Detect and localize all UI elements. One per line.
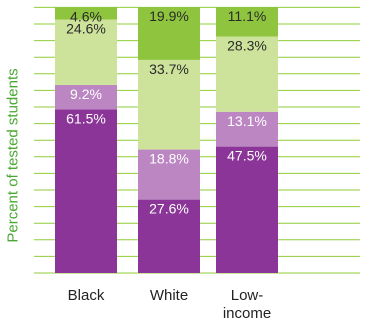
data-label: 11.1% [228,8,267,24]
category-label: Low- income [222,287,272,322]
data-label: 61.5% [66,110,106,126]
bar-segment [216,7,278,37]
y-axis-label: Percent of tested students [4,67,22,243]
data-label: 27.6% [149,201,189,217]
data-label: 19.9% [149,8,189,24]
bar-segment [55,19,117,85]
bar-segment [216,111,278,147]
bar-segment [138,149,200,200]
data-label: 13.1% [227,113,267,129]
data-labels: 61.5% 9.2% 24.6%4.6% 27.6% 18.8% 33.7% 19.9% 47… [66,8,267,217]
bar-segment [55,84,117,110]
bar-segment [55,109,117,274]
bar-segment [138,199,200,273]
category-label: Black [67,287,105,304]
bar-segment [138,7,200,60]
bars [55,7,278,274]
data-label: 24.6% [66,21,106,37]
data-label: 47.5% [227,148,267,164]
bar-segment [138,59,200,150]
bar-segment [216,36,278,112]
data-label: 28.3% [227,38,267,54]
bar-segment [216,146,278,273]
data-label: 33.7% [149,61,189,77]
data-label: 9.2% [70,86,102,102]
data-label: 18.8% [149,151,189,167]
category-label: White [149,287,189,304]
data-label: 4.6% [70,8,102,24]
bar-segment [55,7,117,20]
